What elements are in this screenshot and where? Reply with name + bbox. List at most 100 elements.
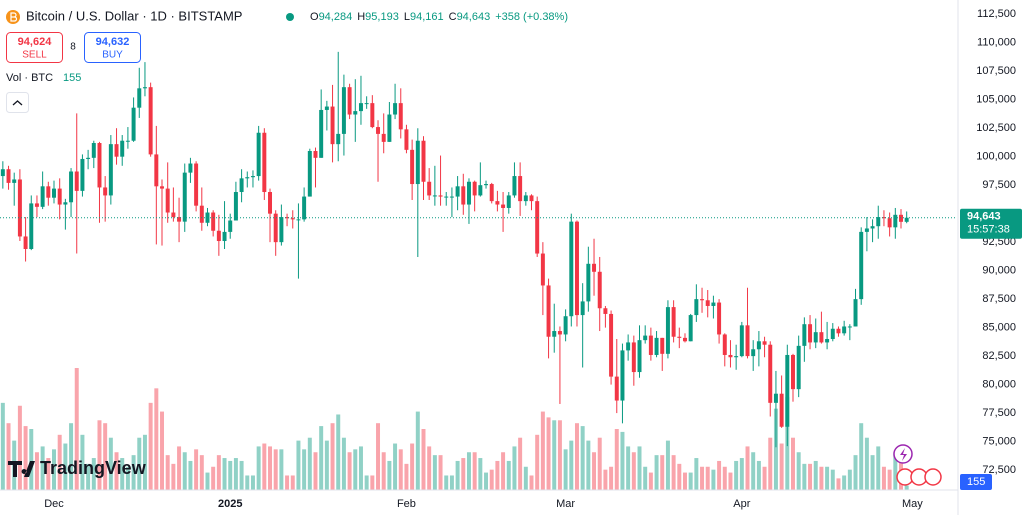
last-price-label: 94,643: [967, 211, 1001, 223]
candle-body: [592, 263, 597, 272]
candle-body: [773, 393, 778, 403]
candle-body: [762, 341, 767, 345]
volume-bar: [529, 475, 534, 490]
candle-body: [330, 106, 335, 145]
candle-body: [836, 328, 841, 334]
sell-price: 94,624: [18, 36, 53, 48]
candle-body: [319, 109, 324, 158]
volume-bar: [836, 478, 841, 490]
candle-body: [643, 335, 648, 341]
candle-body: [893, 214, 898, 228]
volume-bar: [330, 423, 335, 490]
candle-body: [211, 212, 216, 231]
volume-bar: [432, 455, 437, 490]
volume-bar: [830, 469, 835, 490]
buy-price: 94,632: [96, 36, 130, 48]
volume-bar: [484, 472, 489, 490]
y-tick-label: 97,500: [982, 179, 1016, 191]
candle-body: [250, 176, 255, 178]
candle-body: [57, 188, 62, 205]
volume-bar: [614, 429, 619, 490]
candle-body: [131, 107, 136, 141]
candle-body: [410, 149, 415, 185]
candle-body: [648, 335, 653, 355]
volume-bar: [142, 434, 147, 490]
volume-bar: [631, 452, 636, 490]
candle-body: [91, 143, 96, 158]
volume-bar: [279, 449, 284, 490]
ohlc-legend: O94,284 H95,193 L94,161 C94,643 +358 (+0.38%…: [310, 11, 568, 23]
candle-body: [842, 326, 847, 334]
volume-bar: [739, 458, 744, 490]
volume-bar: [643, 466, 648, 490]
candle-body: [455, 186, 460, 197]
volume-bar: [592, 452, 597, 490]
volume-bar: [904, 485, 909, 490]
buy-label: BUY: [102, 50, 123, 61]
candle-body: [881, 217, 886, 219]
volume-bar: [569, 440, 574, 490]
volume-bar: [489, 469, 494, 490]
volume-tag-label: 155: [967, 476, 985, 488]
volume-bar: [711, 469, 716, 490]
volume-bar: [177, 446, 182, 490]
candle-body: [819, 332, 824, 343]
volume-bar: [648, 472, 653, 490]
candle-body: [518, 176, 523, 202]
candle-body: [449, 196, 454, 198]
y-tick-label: 100,000: [976, 151, 1016, 163]
candle-body: [114, 144, 119, 157]
volume-bar: [387, 460, 392, 490]
candle-body: [728, 354, 733, 358]
volume-bar: [160, 411, 164, 490]
volume-bar: [825, 466, 830, 490]
buy-button[interactable]: [84, 32, 141, 63]
volume-bar: [199, 455, 204, 490]
candle-body: [609, 313, 614, 377]
candle-body: [393, 103, 398, 115]
candle-body: [904, 217, 909, 222]
volume-bar: [501, 452, 506, 490]
candle-body: [461, 186, 466, 205]
candle-body: [739, 325, 744, 357]
volume-bar: [751, 452, 756, 490]
volume-bar: [842, 475, 847, 490]
volume-bar: [74, 368, 79, 490]
symbol-title: Bitcoin / U.S. Dollar · 1D · BITSTAMP: [26, 8, 242, 23]
volume-bar: [154, 388, 159, 490]
symbol-icon-glyph: [10, 12, 18, 22]
volume-bar: [97, 420, 102, 490]
volume-bar: [256, 446, 261, 490]
volume-bar: [779, 443, 784, 490]
volume-bar: [705, 466, 710, 490]
plot-area: [0, 51, 955, 490]
sell-label: SELL: [22, 50, 47, 61]
y-tick-label: 110,000: [977, 37, 1016, 49]
candle-body: [358, 103, 363, 112]
volume-bar: [57, 434, 62, 490]
volume-bar: [188, 460, 193, 490]
market-status[interactable]: [286, 13, 294, 21]
candle-body: [722, 334, 727, 355]
candle-body: [415, 140, 420, 185]
candle-body: [899, 214, 903, 222]
economic-event-icon[interactable]: [924, 468, 942, 486]
volume-bar: [228, 460, 233, 490]
volume-bar: [472, 452, 477, 490]
sell-button[interactable]: [6, 32, 63, 63]
volume-bar: [586, 440, 591, 490]
volume-bar: [438, 455, 443, 490]
volume-bar: [620, 431, 625, 490]
candle-body: [802, 324, 807, 346]
y-tick-label: 77,500: [982, 407, 1016, 419]
volume-bar: [813, 460, 818, 490]
volume-bar: [6, 423, 11, 490]
volume-bar: [364, 475, 369, 490]
collapse-icon: [12, 100, 23, 106]
candle-body: [268, 192, 273, 214]
y-tick-label: 102,500: [976, 122, 1016, 134]
candle-body: [347, 87, 352, 115]
collapse-button[interactable]: [6, 92, 29, 113]
volume-bar: [597, 437, 602, 490]
candle-body: [86, 157, 91, 159]
